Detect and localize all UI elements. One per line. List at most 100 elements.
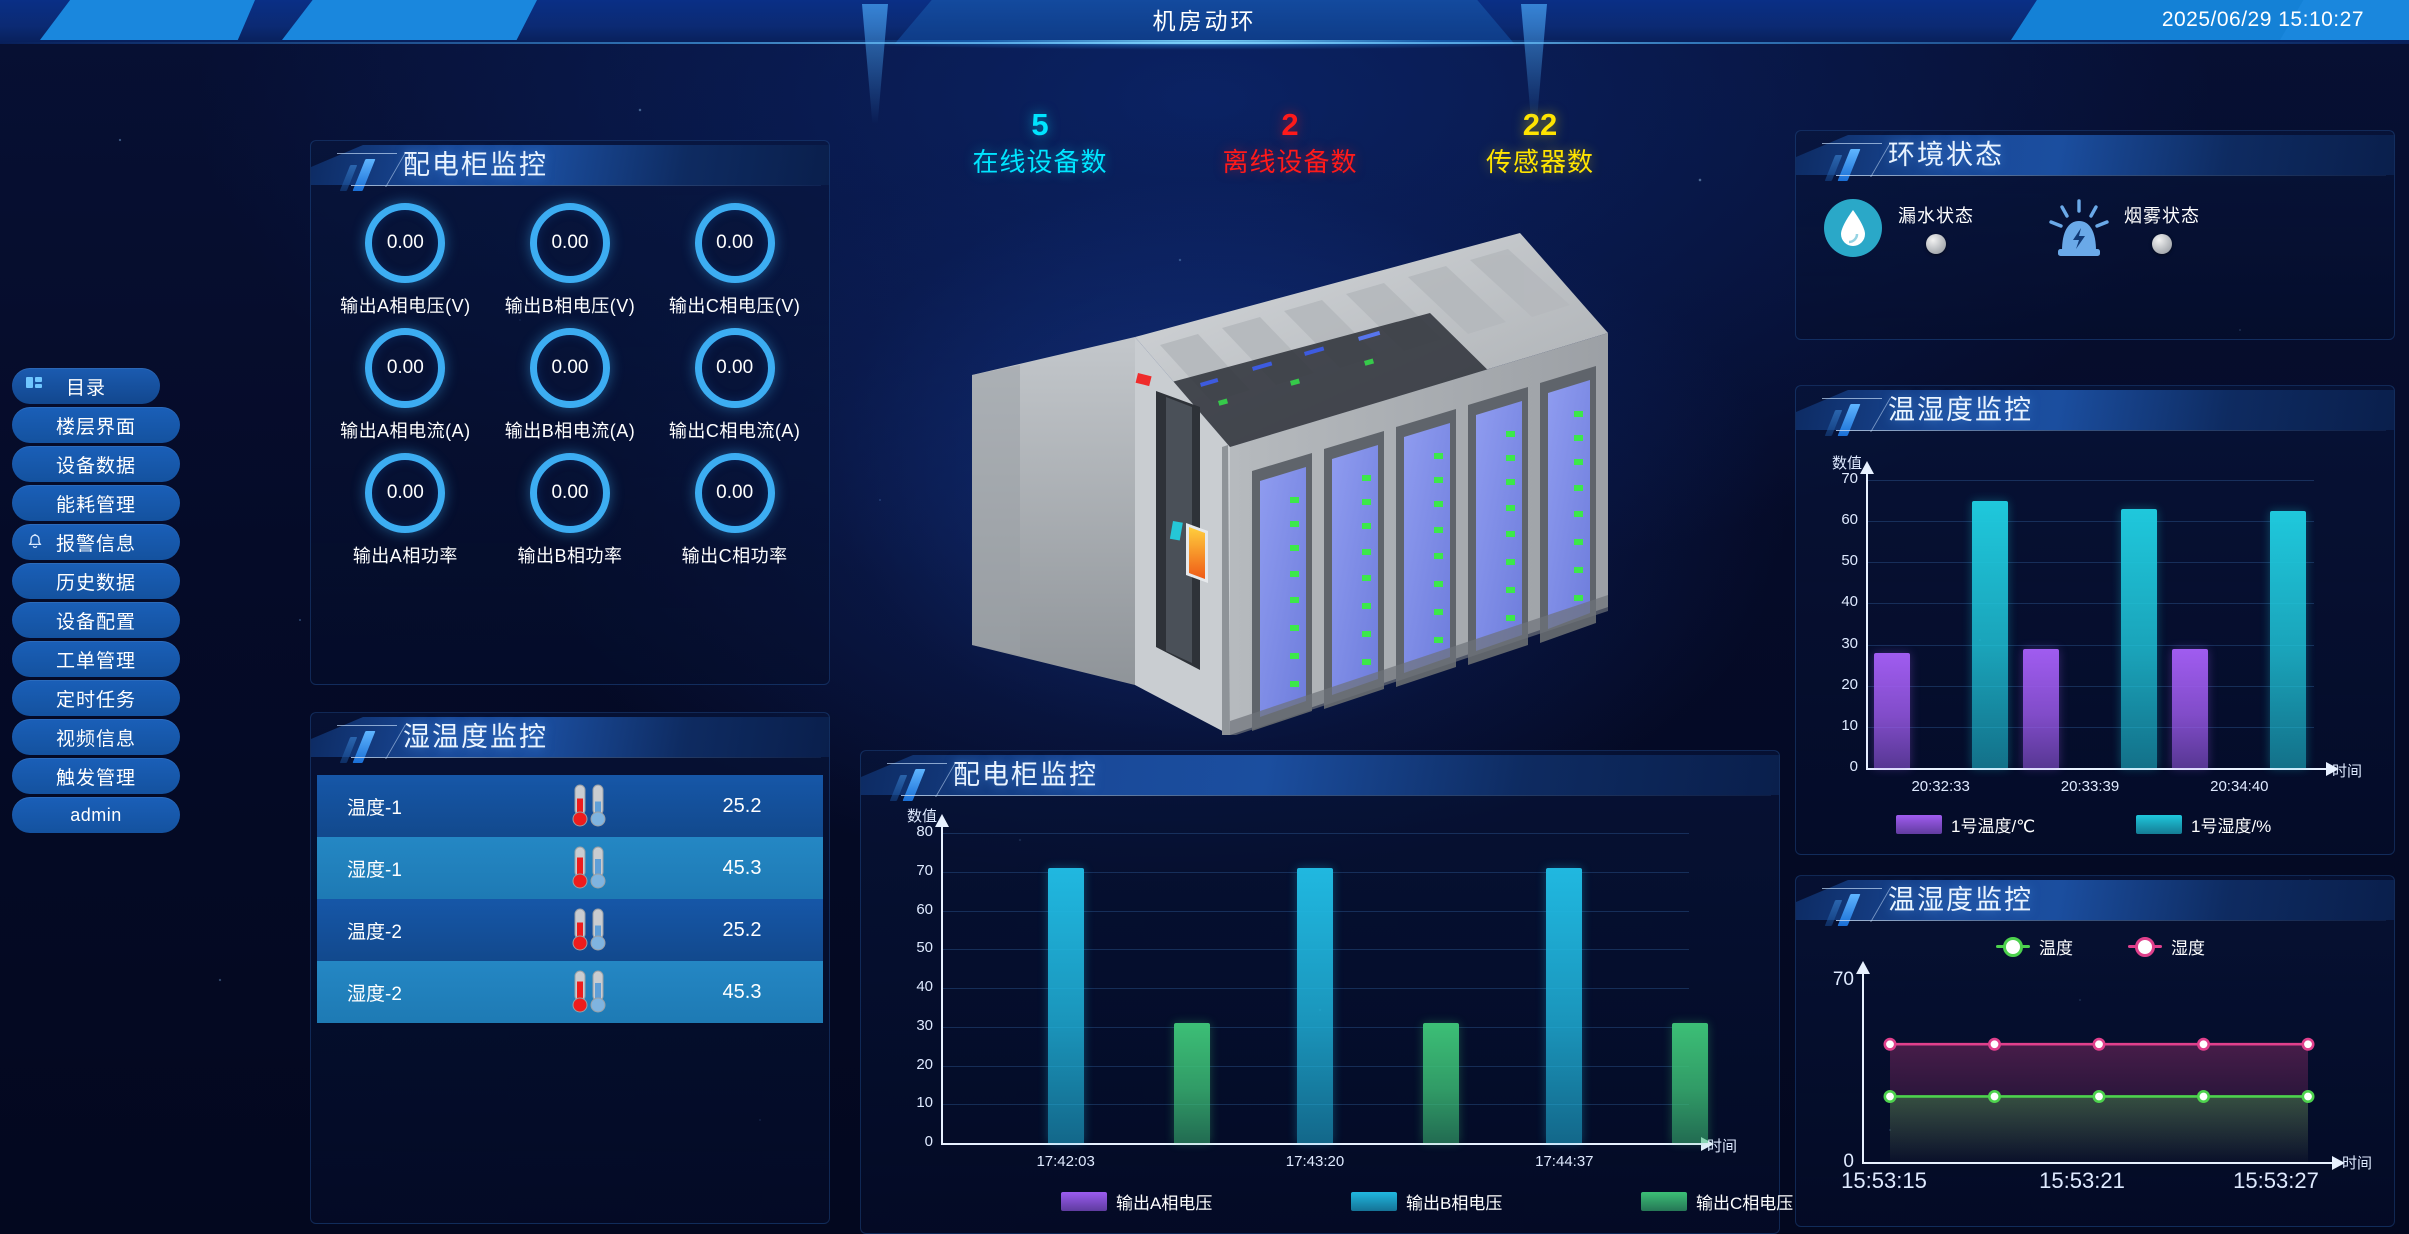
legend-item-1[interactable]: 1号湿度/%	[2136, 812, 2271, 837]
y-axis-tick: 20	[1841, 675, 1858, 693]
y-axis-tick: 20	[916, 1055, 933, 1073]
thermometer-icon	[519, 783, 661, 829]
legend-label: 1号湿度/%	[2191, 817, 2272, 836]
sidebar-item-9[interactable]: 视频信息	[12, 719, 180, 755]
panel-header-underline	[351, 757, 821, 758]
legend-item-1[interactable]: 输出B相电压	[1351, 1189, 1502, 1214]
gauge-label: 输出A相电流(A)	[340, 421, 471, 441]
env-item-water-leak[interactable]: 漏水状态	[1822, 197, 1974, 259]
stat-label: 在线设备数	[972, 147, 1108, 177]
legend-item-0[interactable]: 输出A相电压	[1061, 1189, 1212, 1214]
gauge-grid: 0.00 输出A相电压(V) 0.00 输出B相电压(V) 0.00 输出C相电压(V) 0…	[311, 189, 829, 576]
legend-swatch	[1061, 1192, 1107, 1211]
y-axis-tick: 70	[916, 861, 933, 879]
gauge-label: 输出B相电流(A)	[504, 421, 636, 441]
sidebar-item-6[interactable]: 设备配置	[12, 602, 180, 638]
legend-swatch	[1351, 1192, 1397, 1211]
y-axis-tick: 40	[916, 978, 933, 995]
legend-label: 输出A相电压	[1116, 1194, 1213, 1213]
thermometer-icon	[519, 907, 661, 953]
env-label-block: 漏水状态	[1898, 202, 1974, 254]
table-row[interactable]: 温度-2 25.2	[317, 899, 823, 961]
env-label: 漏水状态	[1898, 206, 1974, 226]
sidebar-item-8[interactable]: 定时任务	[12, 680, 180, 716]
temp-humidity-line-chart: 温度 湿度 0 70 时间 15:53:15 15:53:21 15:53:27	[1796, 924, 2394, 1224]
gauge-value: 0.00	[551, 357, 589, 378]
panel-title: 配电柜监控	[403, 150, 548, 180]
bar-2-2	[1672, 1022, 1709, 1143]
panel-power-cabinet: 配电柜监控 0.00 输出A相电压(V) 0.00 输出B相电压(V) 0.00 输出C相…	[310, 140, 830, 685]
gauge-value: 0.00	[551, 482, 589, 503]
y-axis-tick: 10	[1841, 716, 1858, 734]
legend-item-2[interactable]: 输出C相电压	[1641, 1189, 1793, 1214]
alarm-siren-icon	[2048, 197, 2110, 259]
legend-item-0[interactable]: 温度	[1996, 934, 2073, 959]
bar-1-1	[1297, 867, 1333, 1143]
legend-label: 温度	[2039, 939, 2073, 958]
gauge-1: 0.00 输出B相电压(V)	[488, 203, 653, 318]
row-label: 湿度-2	[347, 983, 402, 1005]
sidebar-item-label: 工单管理	[55, 650, 136, 672]
grid-line	[1866, 726, 2314, 728]
env-item-smoke[interactable]: 烟雾状态	[2048, 197, 2200, 259]
gauge-8: 0.00 输出C相功率	[652, 453, 817, 568]
grid-line	[1866, 644, 2314, 646]
stat-value: 2	[1281, 107, 1299, 142]
sidebar-item-10[interactable]: 触发管理	[12, 758, 180, 794]
y-axis-line	[1866, 474, 1868, 768]
legend-item-0[interactable]: 1号温度/℃	[1896, 812, 2035, 837]
panel-title: 温湿度监控	[1888, 885, 2033, 915]
bar-2-0	[2172, 648, 2209, 768]
sidebar-item-5[interactable]: 历史数据	[12, 563, 180, 599]
sidebar-item-label: 楼层界面	[55, 416, 136, 438]
bar-2-1	[1546, 867, 1583, 1143]
bar-0-1	[1047, 867, 1084, 1143]
x-axis-tick: 15:53:21	[2039, 1168, 2125, 1193]
panel-header-accent-line	[337, 725, 397, 726]
header-wing-left	[862, 4, 888, 124]
bar-0-2	[1173, 1022, 1210, 1143]
sidebar-item-label: 能耗管理	[55, 494, 136, 516]
panel-environment-status: 环境状态 漏水状态	[1795, 130, 2395, 340]
table-row[interactable]: 温度-1 25.2	[317, 775, 823, 837]
environment-status-row: 漏水状态	[1796, 179, 2394, 267]
sidebar-item-4[interactable]: 报警信息	[12, 524, 180, 560]
y-axis-tick: 0	[1849, 758, 1858, 775]
sidebar-item-label: 触发管理	[55, 767, 136, 789]
sidebar-item-11[interactable]: admin	[12, 797, 180, 833]
y-axis-tick: 40	[1841, 593, 1858, 611]
sidebar-item-3[interactable]: 能耗管理	[12, 485, 180, 521]
gauge-ring: 0.00	[694, 203, 775, 283]
gauge-label: 输出C相电流(A)	[668, 421, 801, 441]
stat-value: 22	[1522, 107, 1558, 142]
panel-temp-humidity-bar: 温湿度监控 数值 时间 0 10 20 30 40 50 60 70 20:32:33 20:33:3…	[1795, 385, 2395, 855]
grid-line	[1866, 685, 2314, 687]
legend-item-1[interactable]: 湿度	[2128, 934, 2205, 959]
legend-swatch	[1641, 1192, 1687, 1211]
status-badge	[2152, 234, 2172, 254]
sidebar-item-2[interactable]: 设备数据	[12, 446, 180, 482]
data-center-room-3d	[960, 215, 1620, 737]
stats-row: 5 在线设备数 2 离线设备数 22 传感器数	[930, 108, 1650, 208]
x-axis-tick: 17:42:03	[1036, 1153, 1095, 1170]
row-value: 45.3	[722, 980, 762, 1003]
row-label: 温度-2	[347, 921, 402, 943]
sidebar-item-1[interactable]: 楼层界面	[12, 407, 180, 443]
gauge-3: 0.00 输出A相电流(A)	[323, 328, 488, 443]
sidebar-item-label: 定时任务	[55, 689, 136, 711]
sidebar-item-7[interactable]: 工单管理	[12, 641, 180, 677]
stat-label: 离线设备数	[1222, 147, 1358, 177]
sidebar-item-0[interactable]: 目录	[12, 368, 160, 404]
gauge-value: 0.00	[716, 482, 754, 503]
table-row[interactable]: 湿度-2 45.3	[317, 961, 823, 1023]
bell-icon	[26, 533, 44, 551]
y-axis-tick: 0	[924, 1133, 933, 1150]
sidebar-item-label: 设备数据	[55, 455, 136, 477]
table-row[interactable]: 湿度-1 45.3	[317, 837, 823, 899]
gauge-value: 0.00	[716, 357, 754, 378]
row-value: 45.3	[722, 856, 762, 879]
y-axis-arrow-icon	[935, 814, 949, 827]
y-axis-tick: 60	[916, 900, 933, 918]
x-axis-arrow-icon	[2326, 762, 2339, 776]
sidebar-item-label: admin	[70, 804, 122, 825]
